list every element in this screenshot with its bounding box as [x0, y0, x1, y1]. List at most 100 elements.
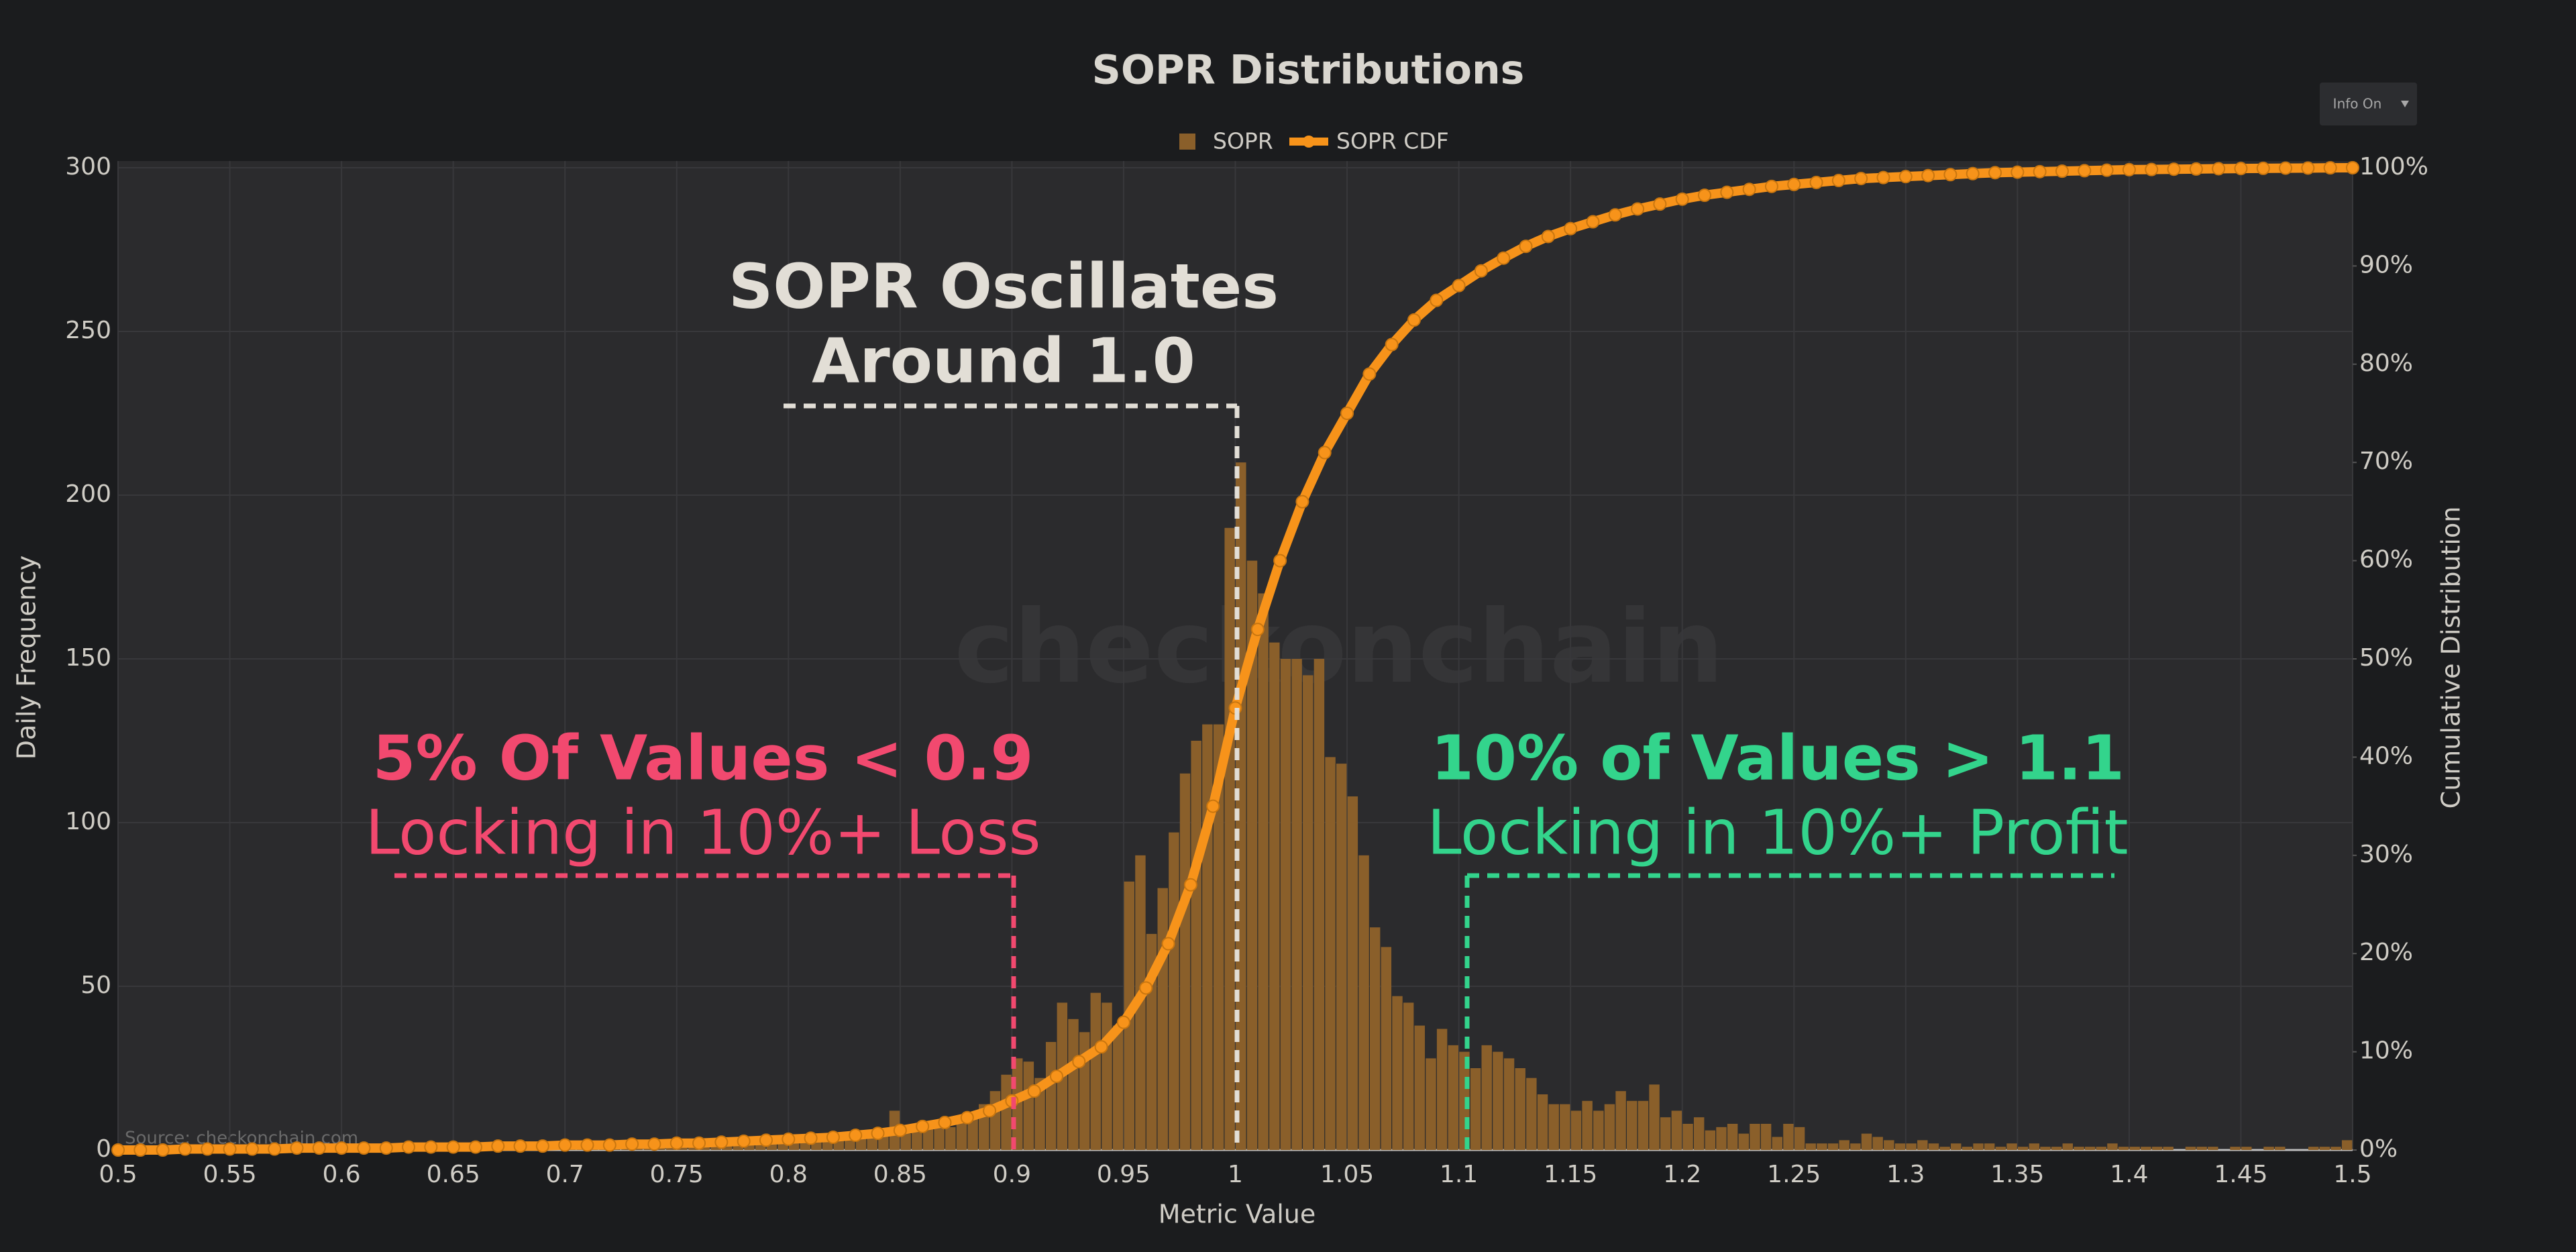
y2-tick-label: 70%: [2359, 448, 2413, 475]
cdf-marker: [1183, 878, 1197, 892]
bar: [1660, 1117, 1671, 1150]
bar: [1693, 1117, 1705, 1150]
bar: [934, 1123, 945, 1150]
bar: [1727, 1123, 1738, 1150]
cdf-marker: [1809, 175, 1823, 189]
bar: [1627, 1100, 1638, 1150]
cdf-marker: [1564, 221, 1578, 236]
bar: [1604, 1104, 1615, 1150]
cdf-marker: [871, 1127, 885, 1141]
bar: [2006, 1143, 2017, 1150]
bar: [2230, 1147, 2241, 1150]
cdf-marker: [468, 1140, 482, 1154]
bar: [2062, 1143, 2074, 1150]
cdf-marker: [2100, 163, 2114, 177]
bar: [1246, 560, 1258, 1150]
bar: [1191, 741, 1201, 1150]
y2-tick-label: 40%: [2359, 742, 2413, 770]
bar: [1560, 1104, 1570, 1150]
cdf-marker: [692, 1136, 706, 1150]
bar: [2151, 1147, 2163, 1150]
bar: [2084, 1147, 2096, 1150]
bar: [688, 1147, 699, 1150]
x-tick-label: 0.85: [873, 1161, 927, 1188]
bar: [1861, 1133, 1872, 1150]
x-tick-label: 1.3: [1886, 1161, 1925, 1188]
cdf-marker: [714, 1135, 729, 1149]
x-tick-label: 0.6: [322, 1161, 360, 1188]
chart-title: SOPR Distributions: [1092, 47, 1525, 94]
cdf-marker: [2256, 161, 2270, 175]
bar: [2040, 1147, 2051, 1150]
bar: [945, 1127, 956, 1150]
button-bg[interactable]: [2320, 83, 2417, 125]
bar: [1358, 855, 1369, 1150]
cdf-marker: [1943, 168, 1957, 182]
bar: [1068, 1019, 1079, 1150]
bar: [1827, 1143, 1839, 1150]
bar: [1426, 1058, 1436, 1150]
bar: [1493, 1051, 1503, 1150]
cdf-marker: [960, 1110, 974, 1125]
bar: [1649, 1084, 1660, 1150]
y2-tick-label: 100%: [2359, 153, 2428, 180]
bar: [1951, 1143, 1962, 1150]
y2-tick-label: 0%: [2359, 1135, 2398, 1163]
bar: [2129, 1147, 2140, 1150]
bar: [1280, 659, 1291, 1150]
bar: [1001, 1074, 1012, 1150]
x-tick-label: 0.55: [203, 1161, 256, 1188]
y-tick-label: 200: [65, 480, 111, 508]
bar: [1526, 1078, 1537, 1150]
bar: [1045, 1041, 1057, 1150]
cdf-marker: [1675, 192, 1689, 206]
bar: [2107, 1143, 2118, 1150]
bar: [1850, 1143, 1861, 1150]
y2-tick-label: 80%: [2359, 350, 2413, 377]
cdf-marker: [268, 1142, 282, 1156]
cdf-marker: [782, 1132, 796, 1146]
dropdown-arrow[interactable]: [2401, 101, 2409, 107]
cdf-marker: [535, 1139, 549, 1153]
cdf-marker: [1742, 182, 1756, 197]
annotation-text: Locking in 10%+ Loss: [365, 796, 1040, 868]
legend-label: SOPR: [1213, 128, 1273, 154]
y2-tick-label: 50%: [2359, 644, 2413, 672]
bar: [1179, 773, 1191, 1150]
bar: [1369, 927, 1381, 1150]
cdf-marker: [2078, 164, 2092, 178]
cdf-marker: [1764, 179, 1778, 193]
info-button[interactable]: Info On: [2320, 83, 2417, 125]
bar: [1303, 675, 1313, 1150]
bar: [1872, 1137, 1883, 1150]
bar: [1794, 1127, 1805, 1150]
bar: [1894, 1143, 1906, 1150]
y-tick-label: 50: [80, 972, 111, 999]
cdf-marker: [1139, 981, 1153, 995]
button-label[interactable]: Info On: [2333, 96, 2382, 112]
cdf-marker: [1295, 494, 1309, 509]
annotation-text: SOPR Oscillates: [729, 250, 1279, 322]
cdf-marker: [2189, 162, 2203, 176]
bar: [2074, 1147, 2084, 1150]
bar: [1347, 796, 1358, 1150]
bar: [1760, 1123, 1772, 1150]
bar: [1392, 996, 1403, 1150]
cdf-marker: [2323, 161, 2337, 175]
bar: [1772, 1137, 1782, 1150]
cdf-marker: [1273, 554, 1287, 568]
cdf-marker: [156, 1143, 170, 1157]
cdf-marker: [1519, 240, 1533, 254]
cdf-marker: [804, 1131, 818, 1145]
cdf-marker: [737, 1134, 751, 1148]
cdf-marker: [446, 1140, 460, 1154]
bar: [1705, 1130, 1716, 1150]
bar: [1403, 1002, 1414, 1150]
cdf-marker: [1631, 202, 1645, 216]
cdf-marker: [1072, 1055, 1086, 1069]
cdf-marker: [1050, 1070, 1064, 1084]
